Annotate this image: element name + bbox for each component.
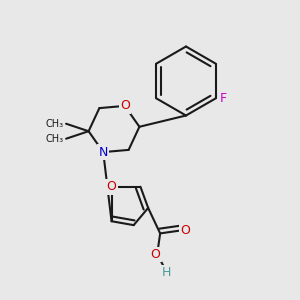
Text: O: O	[151, 248, 160, 261]
Text: CH₃: CH₃	[46, 119, 64, 129]
Text: O: O	[106, 180, 116, 193]
Text: H: H	[161, 266, 171, 279]
Text: N: N	[98, 146, 108, 159]
Text: F: F	[220, 92, 227, 105]
Text: O: O	[180, 224, 190, 237]
Text: CH₃: CH₃	[46, 134, 64, 144]
Text: O: O	[120, 99, 130, 112]
